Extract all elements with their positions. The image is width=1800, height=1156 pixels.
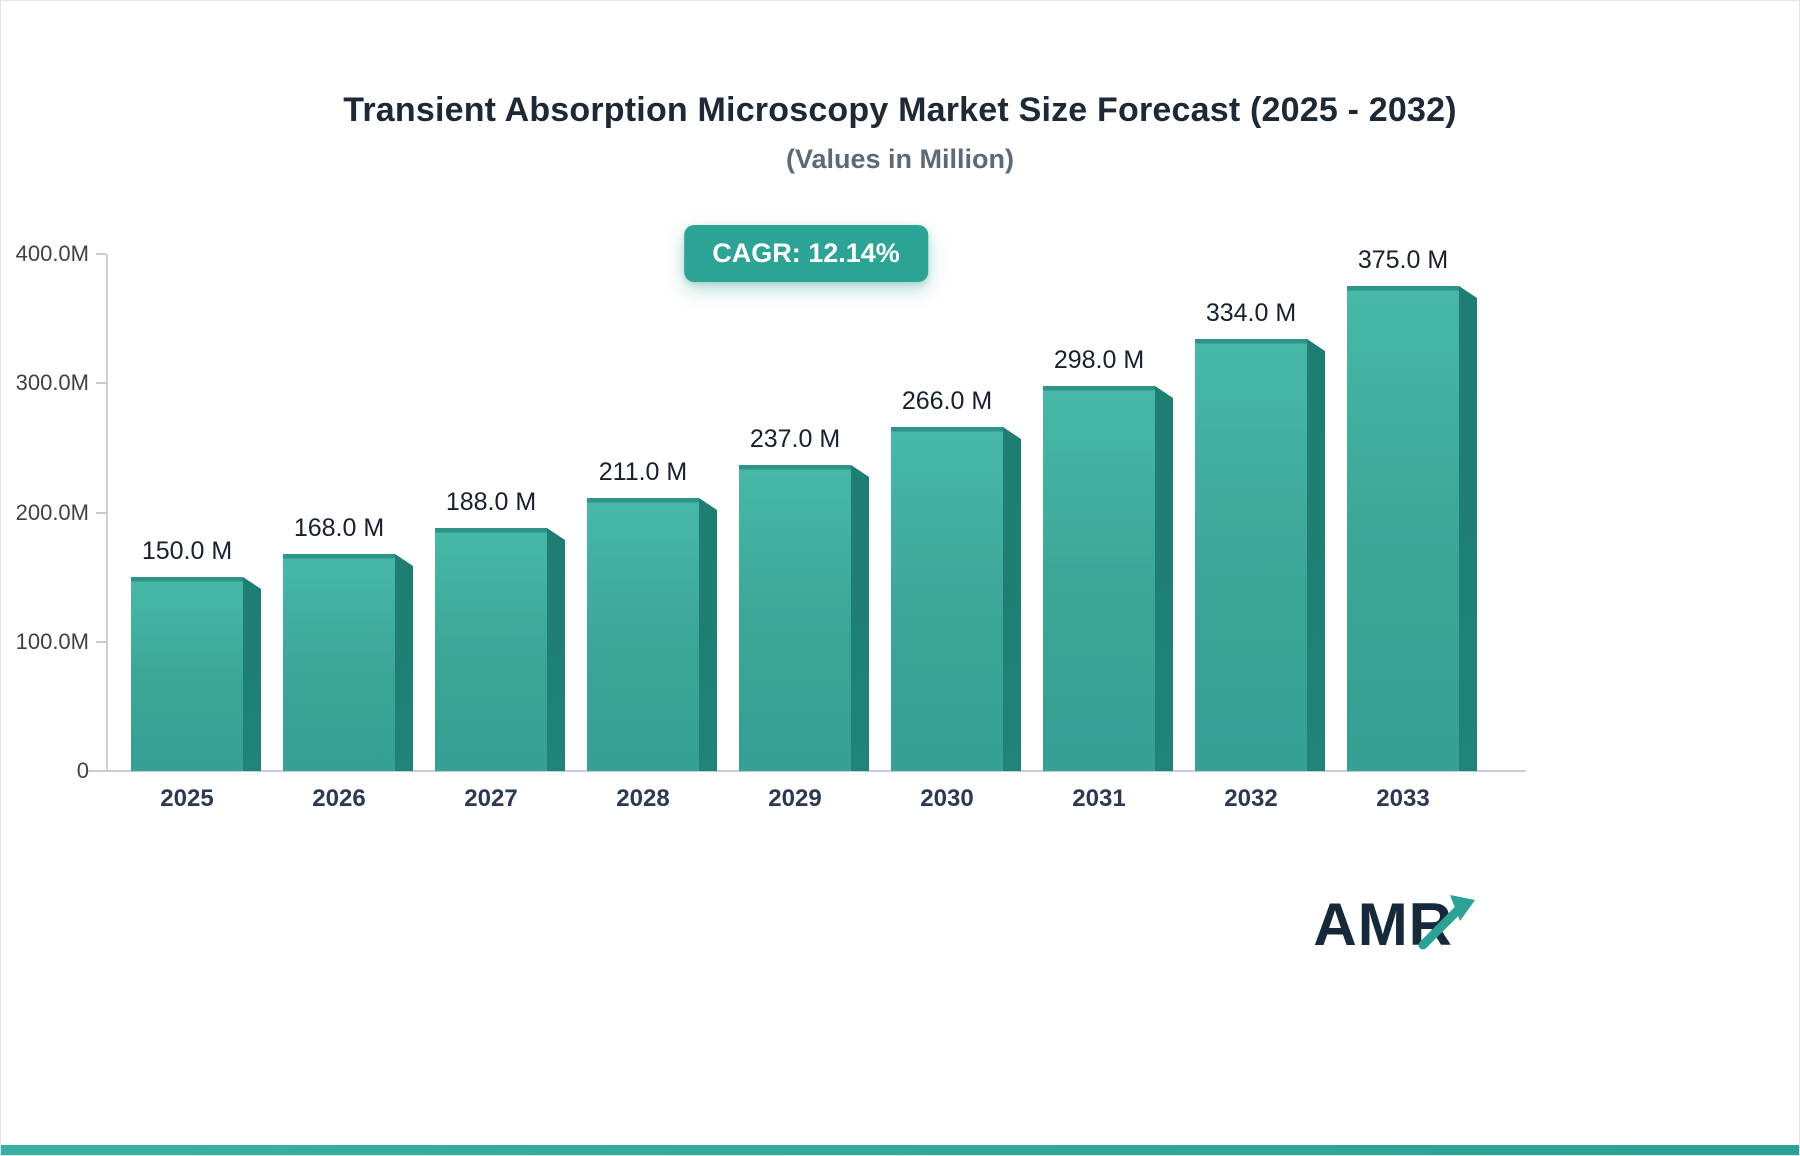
bar-side-face — [1003, 427, 1021, 771]
x-axis-tick-label: 2029 — [768, 785, 822, 812]
bar — [891, 427, 1021, 771]
bar-value-label: 334.0 M — [1205, 299, 1297, 327]
y-axis-tick-label: 100.0M — [15, 628, 89, 654]
y-axis-tick: 100.0M — [1, 629, 106, 655]
y-axis-tick-label: 200.0M — [15, 499, 89, 525]
chart-subtitle: (Values in Million) — [785, 144, 1015, 174]
bar-value-label: 298.0 M — [1053, 346, 1145, 374]
x-axis-tick-label: 2028 — [616, 785, 670, 812]
bar-side-face — [851, 465, 869, 771]
bar-side-face — [1459, 286, 1477, 771]
y-axis-tick-label: 400.0M — [15, 241, 89, 266]
x-axis-tick-label: 2025 — [160, 785, 214, 812]
bar-value-label: 266.0 M — [901, 387, 993, 415]
y-axis-tick-label: 300.0M — [15, 370, 89, 396]
bar-group: 266.0 M — [891, 387, 1021, 771]
bar-value-label: 211.0 M — [598, 458, 688, 486]
y-axis-tick-mark — [96, 511, 106, 514]
bar — [131, 577, 261, 771]
bar-group: 188.0 M — [435, 488, 565, 771]
bar-group: 150.0 M — [131, 537, 261, 771]
bar-series: 150.0 M 168.0 M 188.0 M 211.0 M 237.0 M 266.0… — [106, 246, 1521, 771]
bar — [283, 554, 413, 771]
y-axis-tick: 300.0M — [1, 370, 106, 396]
y-axis-tick: 200.0M — [1, 500, 106, 526]
bar-group: 237.0 M — [739, 425, 869, 771]
bar — [1347, 286, 1477, 771]
bar-group: 298.0 M — [1043, 346, 1173, 771]
accent-bottom-bar — [1, 1145, 1799, 1155]
bar — [1195, 339, 1325, 771]
x-axis-tick-label: 2026 — [312, 785, 366, 812]
y-axis-tick-mark — [96, 382, 106, 385]
y-axis-tick-mark — [96, 253, 106, 255]
bar — [587, 498, 717, 771]
x-axis-tick-label: 2030 — [920, 785, 974, 812]
bar-value-label: 237.0 M — [749, 425, 841, 453]
chart-header: Transient Absorption Microscopy Market S… — [1, 1, 1799, 175]
x-axis-tick-label: 2027 — [464, 785, 518, 812]
bar-value-label: 375.0 M — [1357, 246, 1449, 274]
x-axis-tick-label: 2032 — [1224, 785, 1278, 812]
x-axis-line — [88, 770, 1526, 772]
bar — [739, 465, 869, 771]
y-axis-tick-label: 0 — [76, 758, 89, 783]
x-axis-tick-label: 2033 — [1376, 785, 1430, 812]
x-axis-tick-label: 2031 — [1072, 785, 1126, 812]
bar-side-face — [699, 498, 717, 771]
y-axis: 400.0M 300.0M 200.0M 100.0M 0 — [1, 1, 106, 1155]
bar-value-label: 188.0 M — [445, 488, 537, 516]
x-axis-labels: 2025 2026 2027 2028 2029 2030 2031 2032 2033 — [106, 785, 1521, 825]
bar-group: 375.0 M — [1347, 246, 1477, 771]
bar-group: 334.0 M — [1195, 299, 1325, 771]
bar-group: 168.0 M — [283, 514, 413, 771]
cagr-badge: CAGR: 12.14% — [684, 225, 928, 282]
plot-area: 150.0 M 168.0 M 188.0 M 211.0 M 237.0 M 266.0… — [88, 246, 1526, 772]
bar — [435, 528, 565, 771]
y-axis-line — [106, 254, 108, 771]
bar-value-label: 150.0 M — [141, 537, 233, 565]
bar-side-face — [547, 528, 565, 771]
bar-side-face — [1307, 339, 1325, 771]
bar-side-face — [395, 554, 413, 771]
chart-title: Transient Absorption Microscopy Market S… — [343, 91, 1457, 129]
amr-logo: AMR — [1313, 891, 1487, 955]
bar-side-face — [1155, 386, 1173, 771]
y-axis-tick: 400.0M — [1, 241, 106, 267]
y-axis-tick-mark — [96, 640, 106, 643]
bar — [1043, 386, 1173, 771]
bar-group: 211.0 M — [587, 458, 717, 771]
bar-value-label: 168.0 M — [293, 514, 385, 542]
trend-arrow-icon — [1418, 895, 1475, 950]
bar-side-face — [243, 577, 261, 771]
